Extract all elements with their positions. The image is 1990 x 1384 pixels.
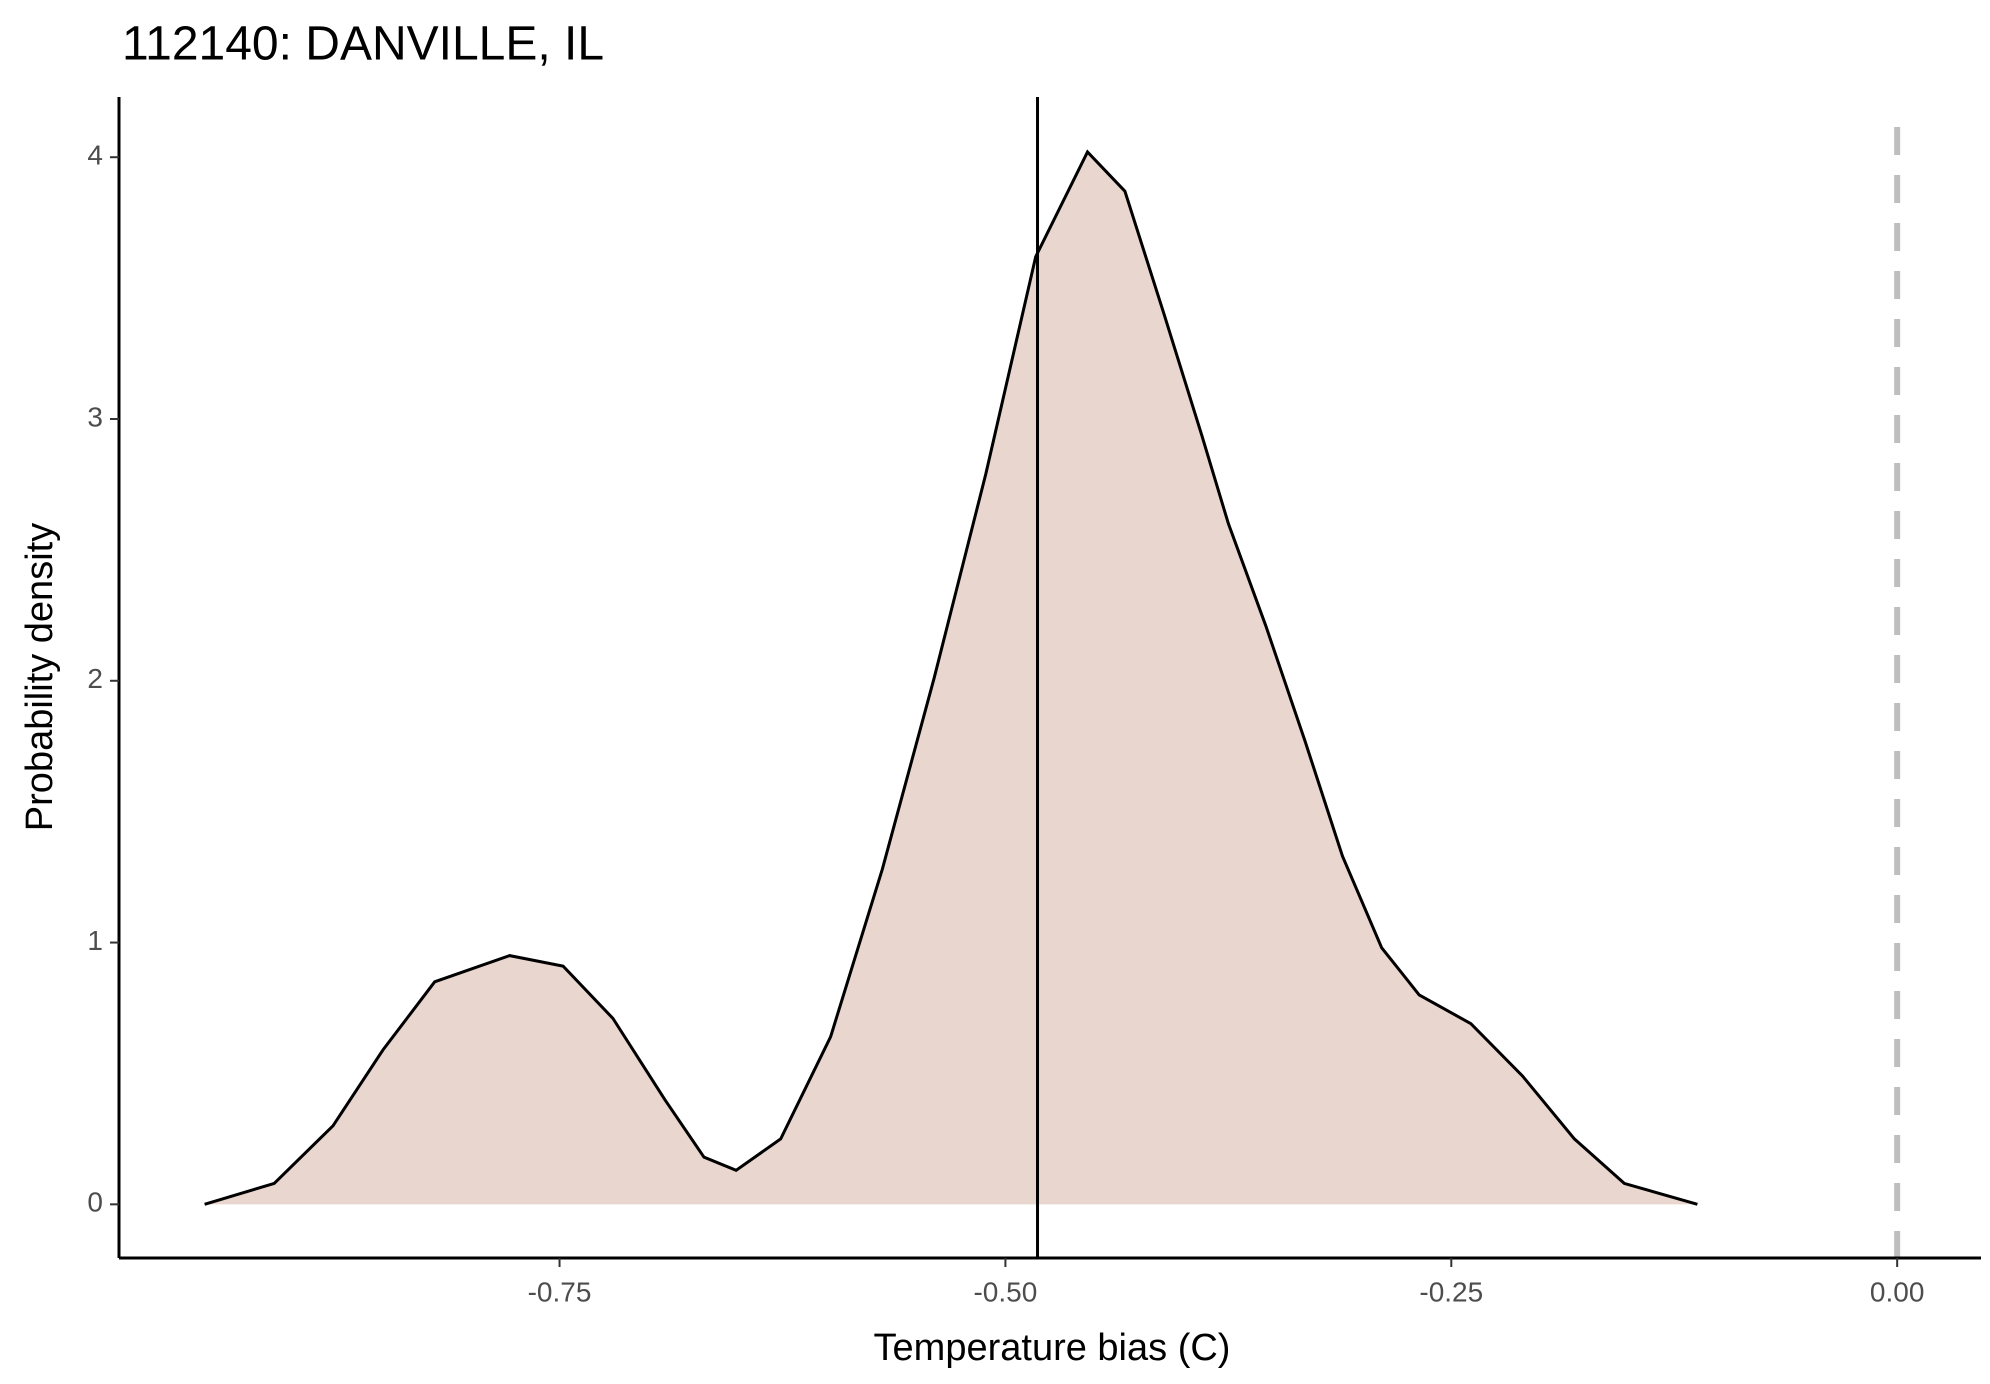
x-tick-label: 0.00 — [1870, 1276, 1925, 1307]
x-tick-label: -0.50 — [973, 1276, 1037, 1307]
y-axis-title: Probability density — [19, 523, 61, 831]
y-tick-label: 3 — [87, 401, 103, 432]
density-area — [204, 152, 1698, 1205]
x-axis-title: Temperature bias (C) — [874, 1327, 1231, 1369]
x-tick-label: -0.25 — [1419, 1276, 1483, 1307]
y-tick-label: 2 — [87, 663, 103, 694]
y-tick-label: 1 — [87, 925, 103, 956]
chart-title: 112140: DANVILLE, IL — [122, 18, 604, 71]
x-tick-label: -0.75 — [528, 1276, 592, 1307]
y-tick-label: 0 — [87, 1187, 103, 1218]
y-tick-label: 4 — [87, 140, 103, 171]
density-line — [204, 149, 1698, 1206]
